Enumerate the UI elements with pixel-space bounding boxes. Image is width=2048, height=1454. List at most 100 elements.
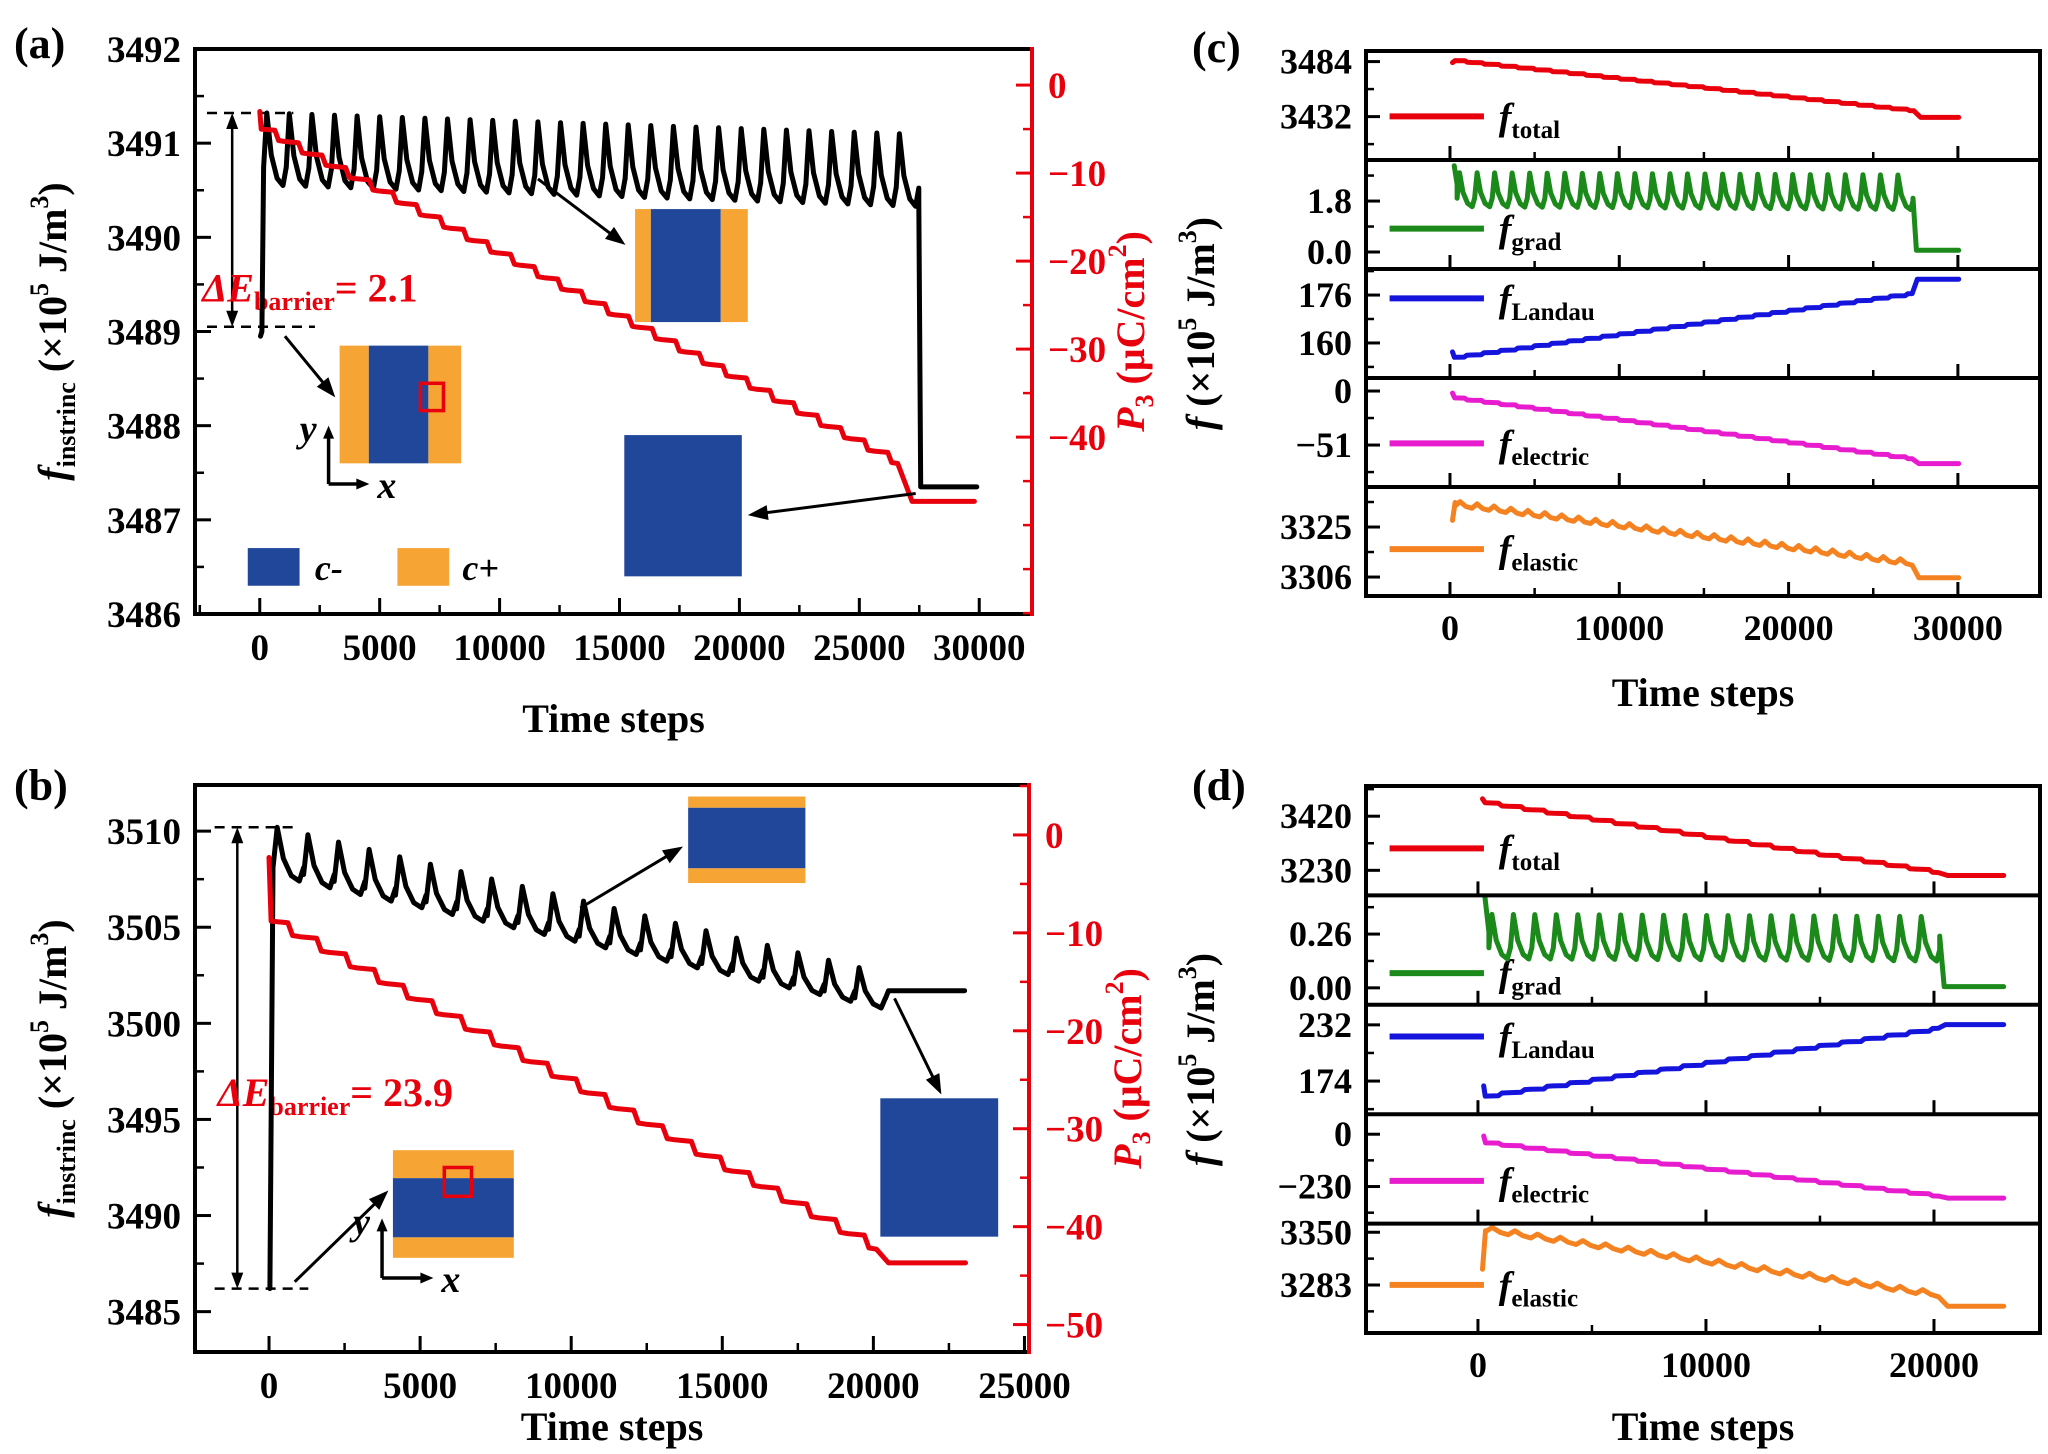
arrow-head (368, 1190, 389, 1210)
y-tick-label: 3230 (1280, 850, 1352, 890)
x-axis-title: Time steps (1612, 1404, 1795, 1449)
inset-x-axis-label: x (376, 465, 396, 507)
y-tick-label: 0.26 (1289, 914, 1352, 954)
x-tick-label: 10000 (453, 628, 546, 669)
f-total-curve-c (1450, 58, 1962, 120)
f-elastic-legend-label: felastic (1499, 1265, 1578, 1312)
domain-inset-mid (688, 796, 806, 884)
domain-inset-mid (635, 209, 748, 323)
y-tick-label: 3486 (107, 595, 181, 636)
arrow-head (316, 377, 336, 398)
y-tick-label: 3490 (107, 218, 181, 259)
f-elastic-curve-d (1480, 1225, 2007, 1309)
y-tick-label: 3500 (107, 1004, 181, 1045)
arrow-to-initial-domain (283, 335, 329, 390)
x-tick-label: 30000 (1913, 608, 2003, 648)
arrow-to-final-domain (893, 997, 938, 1085)
subpanel-f-landau: fLandau 176 160 (1298, 269, 1962, 378)
x-tick-label: 25000 (978, 1366, 1071, 1407)
right-axis-title: P3 (μC/cm2) (1103, 231, 1159, 433)
domain-region-c-minus (624, 435, 742, 577)
subpanel-f-total: ftotal 3420 3230 (1280, 787, 2007, 896)
subpanel-f-elastic: felastic 3325 3306 (1280, 499, 1962, 597)
x-tick-label: 0 (260, 1366, 279, 1407)
f-total-legend-label: ftotal (1499, 96, 1560, 143)
x-axis-title: Time steps (1612, 670, 1795, 715)
y-tick-label: 1.8 (1307, 181, 1352, 221)
y-tick-label: 3420 (1280, 796, 1352, 836)
x-tick-label: 20000 (1744, 608, 1834, 648)
y-tick-label: 3306 (1280, 557, 1352, 597)
x-axis-title: Time steps (521, 1404, 704, 1449)
arrow-to-mid-domain (537, 177, 617, 239)
x-tick-label: 30000 (933, 628, 1026, 669)
f-electric-curve-d (1481, 1133, 2007, 1201)
arrow-head (747, 505, 769, 521)
arrow-to-mid-domain (579, 851, 674, 910)
y-tick-label: 3350 (1280, 1212, 1352, 1252)
y-tick-label: 3488 (107, 407, 181, 448)
right-tick-label: −20 (1048, 242, 1106, 283)
x-tick-label: 0 (1441, 608, 1459, 648)
right-tick-label: −10 (1048, 154, 1106, 195)
y-tick-label: 3325 (1280, 507, 1352, 547)
y-tick-label: 3492 (107, 30, 181, 71)
subpanel-f-elastic: felastic 3350 3283 (1280, 1212, 2007, 1333)
domain-region-c-plus (720, 209, 748, 323)
f-landau-curve-c (1450, 276, 1962, 360)
y-tick-label: 3495 (107, 1100, 181, 1141)
f-electric-legend-label: felectric (1499, 423, 1589, 470)
panel-letter: (a) (14, 19, 65, 68)
x-tick-label: 10000 (1661, 1345, 1751, 1385)
right-tick-label: −50 (1045, 1306, 1103, 1347)
domain-inset-initial (392, 1150, 514, 1258)
y-tick-label: −51 (1295, 425, 1352, 465)
arrow-head (226, 113, 239, 130)
panel-c: ftotal 3484 3432 fgrad 1.8 0.0 fLandau 176 160 fe… (1173, 23, 2042, 715)
y-tick-label: 3491 (107, 124, 181, 165)
arrow-head (605, 226, 626, 245)
f-grad-curve-d (1482, 895, 2007, 990)
x-tick-label: 20000 (1889, 1345, 1979, 1385)
domain-region-c-plus (688, 868, 806, 884)
legend-c-minus-label: c- (315, 548, 343, 588)
right-tick-label: −20 (1045, 1012, 1103, 1053)
x-tick-label: 5000 (383, 1366, 457, 1407)
f-landau-curve-d (1481, 1022, 2007, 1099)
right-tick-label: −30 (1045, 1110, 1103, 1151)
y-tick-label: 3283 (1280, 1265, 1352, 1305)
arrow-head (231, 1272, 244, 1289)
y-tick-label: 0.0 (1307, 232, 1352, 272)
domain-region-c-plus (688, 796, 806, 808)
f-total-curve-d (1480, 796, 2007, 878)
arrow-head (231, 827, 244, 844)
legend-c-plus-label: c+ (462, 548, 499, 588)
probe-cell-marker (442, 1165, 474, 1199)
barrier-value-label: ΔEbarrier= 23.9 (216, 1070, 453, 1121)
domain-region-c-minus (880, 1098, 999, 1237)
y-axis-title: f (×105 J/m3) (1173, 217, 1223, 430)
domain-region-c-plus (635, 209, 651, 323)
arrow-head (925, 1073, 942, 1095)
y-tick-label: 3510 (107, 812, 181, 853)
x-tick-label: 25000 (813, 628, 906, 669)
panel-border (1364, 784, 2042, 1335)
p3-curve-b (266, 855, 968, 1266)
y-tick-label: 232 (1298, 1005, 1352, 1045)
arrow-head (226, 310, 239, 327)
y-tick-label: 0.00 (1289, 968, 1352, 1008)
domain-inset-initial (339, 345, 462, 464)
panel-letter: (b) (14, 761, 68, 810)
subpanel-f-grad: fgrad 0.26 0.00 (1289, 895, 2007, 1008)
y-tick-label: 3485 (107, 1293, 181, 1334)
domain-region-c-plus (392, 1150, 514, 1179)
f-elastic-curve-c (1450, 499, 1962, 581)
arrow-to-initial-domain (293, 1197, 381, 1283)
x-tick-label: 20000 (693, 628, 786, 669)
x-tick-label: 20000 (827, 1366, 920, 1407)
arrow-head (376, 1218, 388, 1232)
domain-inset-final (624, 435, 742, 577)
right-tick-label: −10 (1045, 914, 1103, 955)
p3-curve-a (257, 109, 977, 504)
